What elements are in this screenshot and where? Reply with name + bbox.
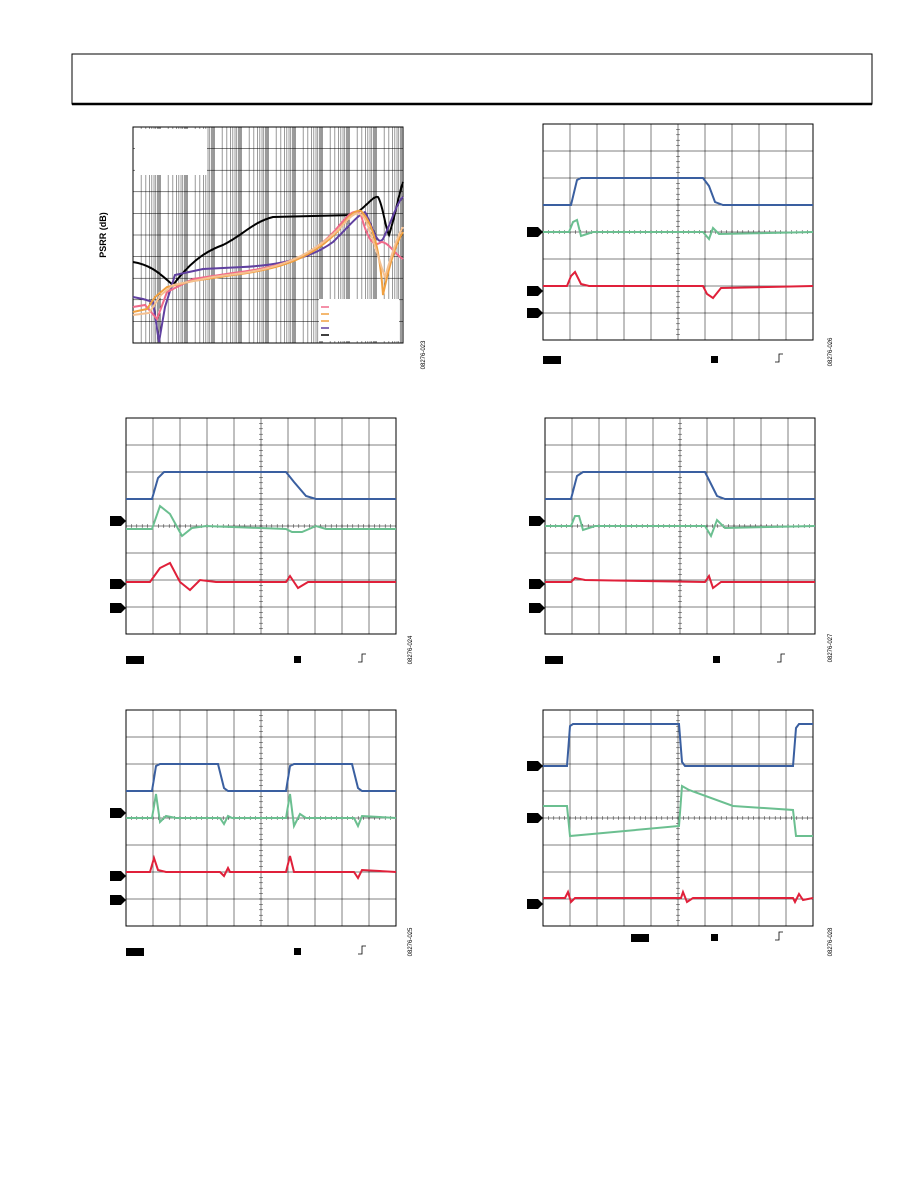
trigger-icon	[775, 353, 783, 363]
y-axis-label: PSRR (dB)	[98, 212, 108, 258]
trace	[126, 471, 396, 500]
trigger-icon	[358, 945, 366, 955]
status-box	[631, 934, 649, 942]
channel-marker	[527, 899, 543, 909]
figure	[527, 123, 814, 364]
trace	[545, 573, 815, 590]
trace	[543, 177, 813, 206]
figure-code: 08276-024	[408, 635, 414, 664]
channel-marker	[110, 603, 126, 613]
status-box	[294, 656, 301, 663]
channel-marker	[527, 761, 543, 771]
status-box	[126, 948, 144, 956]
inset-box	[135, 129, 207, 175]
trace	[126, 854, 397, 880]
channel-marker	[527, 813, 543, 823]
trace	[543, 270, 814, 300]
trace	[132, 212, 404, 316]
figure-code: 08276-028	[828, 927, 834, 956]
status-box	[711, 356, 718, 363]
trace	[126, 763, 396, 792]
trace	[543, 889, 814, 905]
trace	[132, 196, 404, 343]
status-box	[126, 656, 144, 664]
figure-code: 08276-027	[828, 633, 834, 662]
trigger-icon	[775, 931, 783, 941]
channel-marker	[110, 516, 126, 526]
trace	[545, 471, 815, 500]
trace	[545, 515, 816, 539]
trace	[126, 561, 396, 592]
trace	[126, 504, 396, 538]
figure-code: 08276-026	[828, 337, 834, 366]
status-box	[711, 934, 718, 941]
channel-marker	[529, 516, 545, 526]
status-box	[545, 656, 563, 664]
figure	[527, 709, 814, 942]
channel-marker	[527, 227, 543, 237]
status-box	[713, 656, 720, 663]
figure	[110, 709, 397, 956]
channel-marker	[527, 286, 543, 296]
status-box	[543, 356, 561, 364]
trace	[543, 218, 814, 241]
legend-box	[319, 299, 399, 341]
figure-code: 08276-023	[421, 340, 427, 369]
figure	[132, 126, 404, 344]
channel-marker	[110, 895, 126, 905]
figure-code: 08276-025	[408, 927, 414, 956]
figure	[110, 417, 397, 664]
channel-marker	[110, 808, 126, 818]
channel-marker	[527, 308, 543, 318]
header-box	[71, 53, 873, 105]
channel-marker	[529, 579, 545, 589]
channel-marker	[110, 579, 126, 589]
trigger-icon	[358, 653, 366, 663]
status-box	[294, 948, 301, 955]
trigger-icon	[777, 653, 785, 663]
figure	[529, 417, 816, 664]
trace	[543, 723, 813, 767]
channel-marker	[110, 871, 126, 881]
trace	[126, 793, 397, 830]
channel-marker	[529, 603, 545, 613]
trace	[543, 784, 813, 838]
